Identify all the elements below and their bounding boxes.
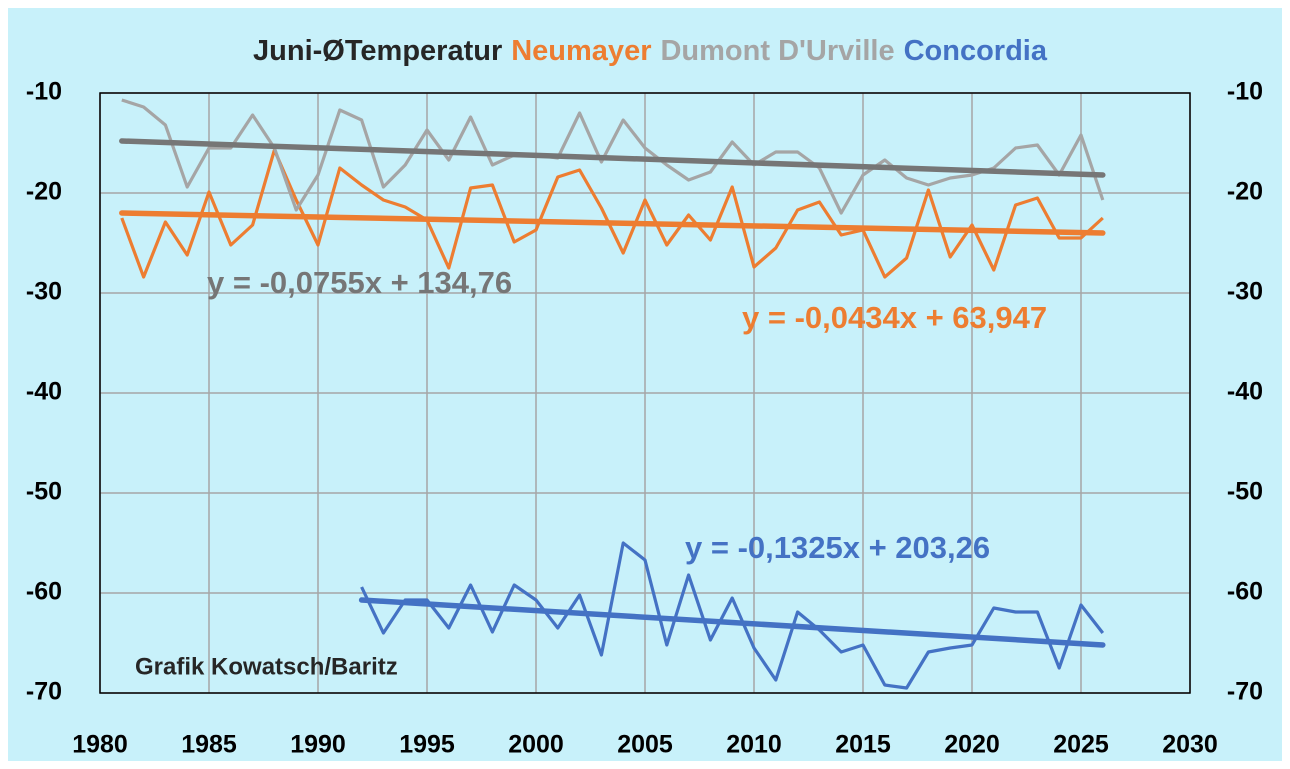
legend-entry: Concordia <box>904 35 1048 67</box>
x-tick-label: 2015 <box>835 731 891 759</box>
x-tick-label: 1980 <box>72 731 128 759</box>
y-tick-label: -60 <box>26 578 62 606</box>
y2-tick-label: -10 <box>1227 78 1263 106</box>
y2-tick-label: -50 <box>1227 478 1263 506</box>
x-tick-label: 2020 <box>944 731 1000 759</box>
trend-line <box>358 597 1106 648</box>
data-line <box>360 541 1105 690</box>
x-tick-label: 1995 <box>399 731 455 759</box>
x-tick-label: 2005 <box>617 731 673 759</box>
y-tick-label: -40 <box>26 378 62 406</box>
x-tick-label: 2030 <box>1162 731 1218 759</box>
y2-tick-label: -30 <box>1227 278 1263 306</box>
y-tick-label: -30 <box>26 278 62 306</box>
plot-border <box>99 92 1191 694</box>
trend-line <box>119 210 1106 236</box>
trend-line <box>119 138 1106 178</box>
trend-equation: y = -0,0434x + 63,947 <box>742 300 1047 335</box>
y-tick-label: -50 <box>26 478 62 506</box>
x-tick-label: 2010 <box>726 731 782 759</box>
x-tick-label: 2000 <box>508 731 564 759</box>
legend-entry: Dumont D'Urville <box>660 35 894 67</box>
chart-title: Juni-ØTemperatur <box>253 35 502 67</box>
x-tick-label: 1985 <box>181 731 237 759</box>
y2-tick-label: -20 <box>1227 178 1263 206</box>
y-tick-label: -20 <box>26 178 62 206</box>
y2-tick-label: -60 <box>1227 578 1263 606</box>
x-tick-label: 1990 <box>290 731 346 759</box>
y2-tick-label: -40 <box>1227 378 1263 406</box>
legend-entry: Neumayer <box>511 35 651 67</box>
credit: Grafik Kowatsch/Baritz <box>135 653 398 680</box>
data-line <box>121 98 1105 215</box>
y-tick-label: -70 <box>26 678 62 706</box>
chart-title-line: Juni-ØTemperatur Neumayer Dumont D'Urville… <box>253 35 1048 67</box>
y-tick-label: -10 <box>26 78 62 106</box>
x-tick-label: 2025 <box>1053 731 1109 759</box>
trend-equation: y = -0,0755x + 134,76 <box>207 265 512 300</box>
y2-tick-label: -70 <box>1227 678 1263 706</box>
trend-equation: y = -0,1325x + 203,26 <box>685 530 990 565</box>
